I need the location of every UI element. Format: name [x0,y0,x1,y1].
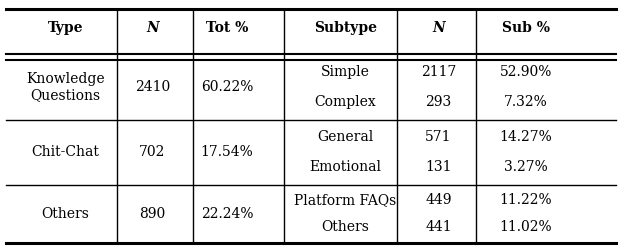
Text: Subtype: Subtype [313,21,377,35]
Text: Tot %: Tot % [206,21,248,35]
Text: 3.27%: 3.27% [504,160,547,174]
Text: 441: 441 [425,220,452,234]
Text: Emotional: Emotional [309,160,381,174]
Text: Platform FAQs: Platform FAQs [294,193,396,207]
Text: 11.02%: 11.02% [499,220,552,234]
Text: 890: 890 [139,207,165,221]
Text: Complex: Complex [314,95,376,109]
Text: 702: 702 [139,145,165,159]
Text: Type: Type [47,21,83,35]
Text: General: General [317,130,373,144]
Text: 17.54%: 17.54% [201,145,253,159]
Text: 22.24%: 22.24% [201,207,253,221]
Text: Simple: Simple [321,65,369,79]
Text: Others: Others [322,220,369,234]
Text: 293: 293 [425,95,452,109]
Text: 2410: 2410 [135,80,170,94]
Text: 52.90%: 52.90% [499,65,552,79]
Text: 60.22%: 60.22% [201,80,253,94]
Text: Others: Others [42,207,89,221]
Text: 131: 131 [425,160,452,174]
Text: 11.22%: 11.22% [499,193,552,207]
Text: Sub %: Sub % [501,21,550,35]
Text: 2117: 2117 [421,65,456,79]
Text: 571: 571 [425,130,452,144]
Text: Knowledge
Questions: Knowledge Questions [26,72,104,102]
Text: 14.27%: 14.27% [499,130,552,144]
Text: N: N [432,21,445,35]
Text: 449: 449 [425,193,452,207]
Text: 7.32%: 7.32% [504,95,547,109]
Text: N: N [146,21,159,35]
Text: Chit-Chat: Chit-Chat [31,145,100,159]
